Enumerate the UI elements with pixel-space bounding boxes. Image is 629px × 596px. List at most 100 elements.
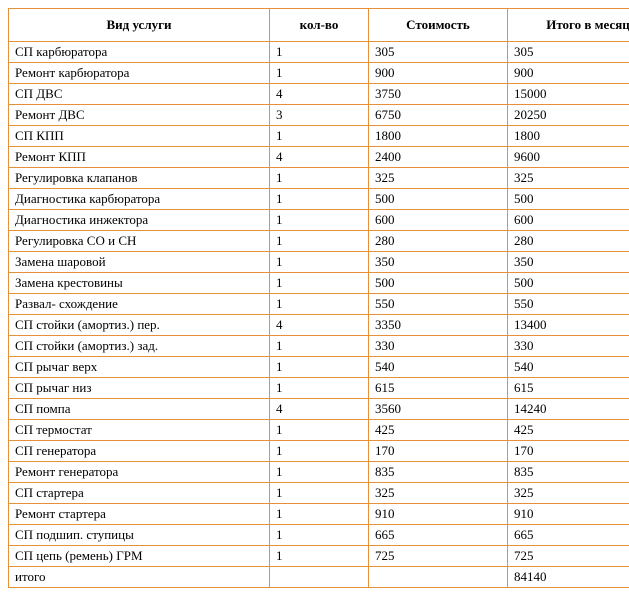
cell-service: итого xyxy=(9,567,270,588)
table-row: СП рычаг низ1615615 xyxy=(9,378,629,399)
table-row: Ремонт стартера1910910 xyxy=(9,504,629,525)
cell-total: 835 xyxy=(508,462,629,483)
cell-total: 84140 xyxy=(508,567,629,588)
cell-service: СП рычаг верх xyxy=(9,357,270,378)
cell-cost: 835 xyxy=(369,462,508,483)
cell-service: Развал- схождение xyxy=(9,294,270,315)
cell-service: СП стартера xyxy=(9,483,270,504)
cell-cost: 500 xyxy=(369,273,508,294)
table-row: Ремонт карбюратора1900900 xyxy=(9,63,629,84)
cell-qty: 1 xyxy=(270,504,369,525)
cell-cost: 3560 xyxy=(369,399,508,420)
cell-service: Диагностика инжектора xyxy=(9,210,270,231)
cell-service: Ремонт КПП xyxy=(9,147,270,168)
cell-cost: 615 xyxy=(369,378,508,399)
table-row: Замена шаровой1350350 xyxy=(9,252,629,273)
table-row: Развал- схождение1550550 xyxy=(9,294,629,315)
cell-service: Замена шаровой xyxy=(9,252,270,273)
cell-qty: 1 xyxy=(270,168,369,189)
cell-cost: 500 xyxy=(369,189,508,210)
table-row: СП помпа4356014240 xyxy=(9,399,629,420)
cell-qty: 1 xyxy=(270,189,369,210)
table-row: СП ДВС4375015000 xyxy=(9,84,629,105)
cell-service: СП карбюратора xyxy=(9,42,270,63)
cell-qty xyxy=(270,567,369,588)
cell-service: СП цепь (ремень) ГРМ xyxy=(9,546,270,567)
table-row: СП цепь (ремень) ГРМ1725725 xyxy=(9,546,629,567)
cell-total: 9600 xyxy=(508,147,629,168)
cell-qty: 1 xyxy=(270,525,369,546)
header-total: Итого в месяц xyxy=(508,9,629,42)
cell-total: 540 xyxy=(508,357,629,378)
cell-cost: 3350 xyxy=(369,315,508,336)
cell-service: СП стойки (амортиз.) зад. xyxy=(9,336,270,357)
cell-service: СП термостат xyxy=(9,420,270,441)
cell-cost: 540 xyxy=(369,357,508,378)
cell-cost: 280 xyxy=(369,231,508,252)
table-row: СП КПП118001800 xyxy=(9,126,629,147)
cell-qty: 1 xyxy=(270,252,369,273)
cell-total: 325 xyxy=(508,483,629,504)
cell-qty: 1 xyxy=(270,378,369,399)
cell-service: СП генератора xyxy=(9,441,270,462)
cell-service: Ремонт стартера xyxy=(9,504,270,525)
cell-cost: 900 xyxy=(369,63,508,84)
cell-total: 615 xyxy=(508,378,629,399)
table-row: Ремонт генератора1835835 xyxy=(9,462,629,483)
cell-qty: 1 xyxy=(270,273,369,294)
table-row: Замена крестовины1500500 xyxy=(9,273,629,294)
cell-total: 280 xyxy=(508,231,629,252)
cell-service: Ремонт ДВС xyxy=(9,105,270,126)
cell-qty: 1 xyxy=(270,462,369,483)
cell-total: 600 xyxy=(508,210,629,231)
cell-total: 900 xyxy=(508,63,629,84)
cell-total: 13400 xyxy=(508,315,629,336)
table-row: Ремонт КПП424009600 xyxy=(9,147,629,168)
header-qty: кол-во xyxy=(270,9,369,42)
cell-service: СП ДВС xyxy=(9,84,270,105)
cell-qty: 4 xyxy=(270,84,369,105)
table-row: Диагностика инжектора1600600 xyxy=(9,210,629,231)
cell-qty: 3 xyxy=(270,105,369,126)
cell-qty: 4 xyxy=(270,147,369,168)
table-row: СП стартера1325325 xyxy=(9,483,629,504)
cell-qty: 1 xyxy=(270,126,369,147)
cell-cost: 665 xyxy=(369,525,508,546)
cell-cost: 425 xyxy=(369,420,508,441)
cell-qty: 1 xyxy=(270,63,369,84)
cell-cost: 170 xyxy=(369,441,508,462)
cell-qty: 1 xyxy=(270,336,369,357)
cell-cost: 3750 xyxy=(369,84,508,105)
cell-total: 20250 xyxy=(508,105,629,126)
cell-total: 325 xyxy=(508,168,629,189)
cell-cost: 330 xyxy=(369,336,508,357)
cell-total: 305 xyxy=(508,42,629,63)
table-header: Вид услугикол-воСтоимостьИтого в месяц xyxy=(9,9,629,42)
cell-qty: 1 xyxy=(270,546,369,567)
table-row: СП карбюратора1305305 xyxy=(9,42,629,63)
cell-cost: 325 xyxy=(369,168,508,189)
cell-qty: 1 xyxy=(270,210,369,231)
cell-qty: 1 xyxy=(270,42,369,63)
cell-total: 550 xyxy=(508,294,629,315)
cell-total: 910 xyxy=(508,504,629,525)
cell-cost: 550 xyxy=(369,294,508,315)
cell-total: 330 xyxy=(508,336,629,357)
table-row: итого 84140 xyxy=(9,567,629,588)
cell-cost: 910 xyxy=(369,504,508,525)
cell-qty: 1 xyxy=(270,483,369,504)
cell-total: 725 xyxy=(508,546,629,567)
cell-total: 665 xyxy=(508,525,629,546)
table-row: Регулировка клапанов1325325 xyxy=(9,168,629,189)
cell-total: 14240 xyxy=(508,399,629,420)
table-row: Диагностика карбюратора1500500 xyxy=(9,189,629,210)
cell-total: 15000 xyxy=(508,84,629,105)
header-row: Вид услугикол-воСтоимостьИтого в месяц xyxy=(9,9,629,42)
table-body: СП карбюратора1305305Ремонт карбюратора1… xyxy=(9,42,629,588)
cell-qty: 1 xyxy=(270,420,369,441)
cell-total: 500 xyxy=(508,189,629,210)
cell-service: СП КПП xyxy=(9,126,270,147)
cell-qty: 1 xyxy=(270,231,369,252)
cell-qty: 1 xyxy=(270,441,369,462)
cell-cost: 325 xyxy=(369,483,508,504)
